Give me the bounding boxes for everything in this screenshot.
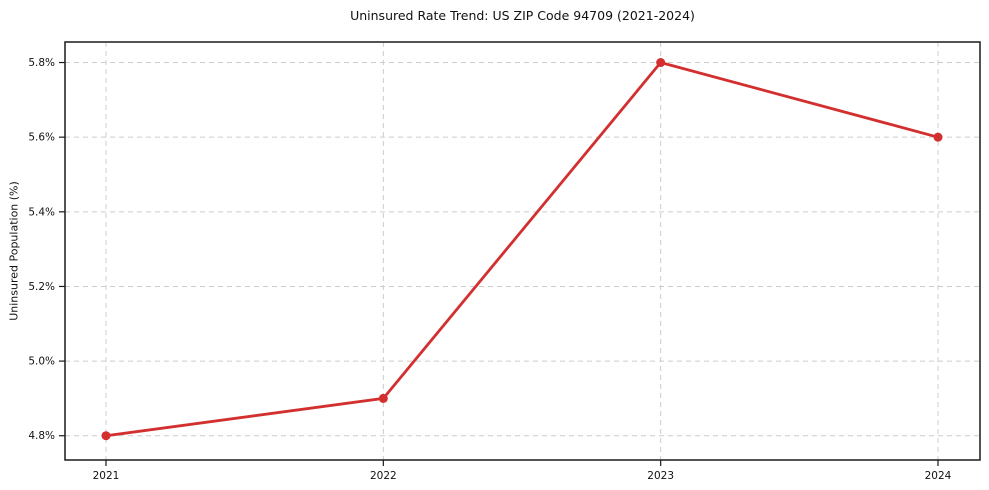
data-point <box>101 431 111 441</box>
y-tick-label: 4.8% <box>28 430 55 442</box>
plot-border <box>64 41 981 461</box>
y-tick-label: 5.4% <box>28 206 55 218</box>
y-tick-label: 5.8% <box>28 57 55 69</box>
x-tick-label: 2021 <box>93 470 120 482</box>
y-tick-label: 5.2% <box>28 281 55 293</box>
trend-line <box>104 61 940 438</box>
x-tick-label: 2024 <box>925 470 952 482</box>
data-point <box>656 58 666 68</box>
data-point <box>933 132 943 142</box>
chart-title: Uninsured Rate Trend: US ZIP Code 94709 … <box>350 8 695 23</box>
y-tick-label: 5.0% <box>28 356 55 368</box>
data-point <box>378 393 388 403</box>
x-tick-label: 2023 <box>647 470 674 482</box>
x-tick-label: 2022 <box>370 470 397 482</box>
y-tick-label: 5.6% <box>28 132 55 144</box>
